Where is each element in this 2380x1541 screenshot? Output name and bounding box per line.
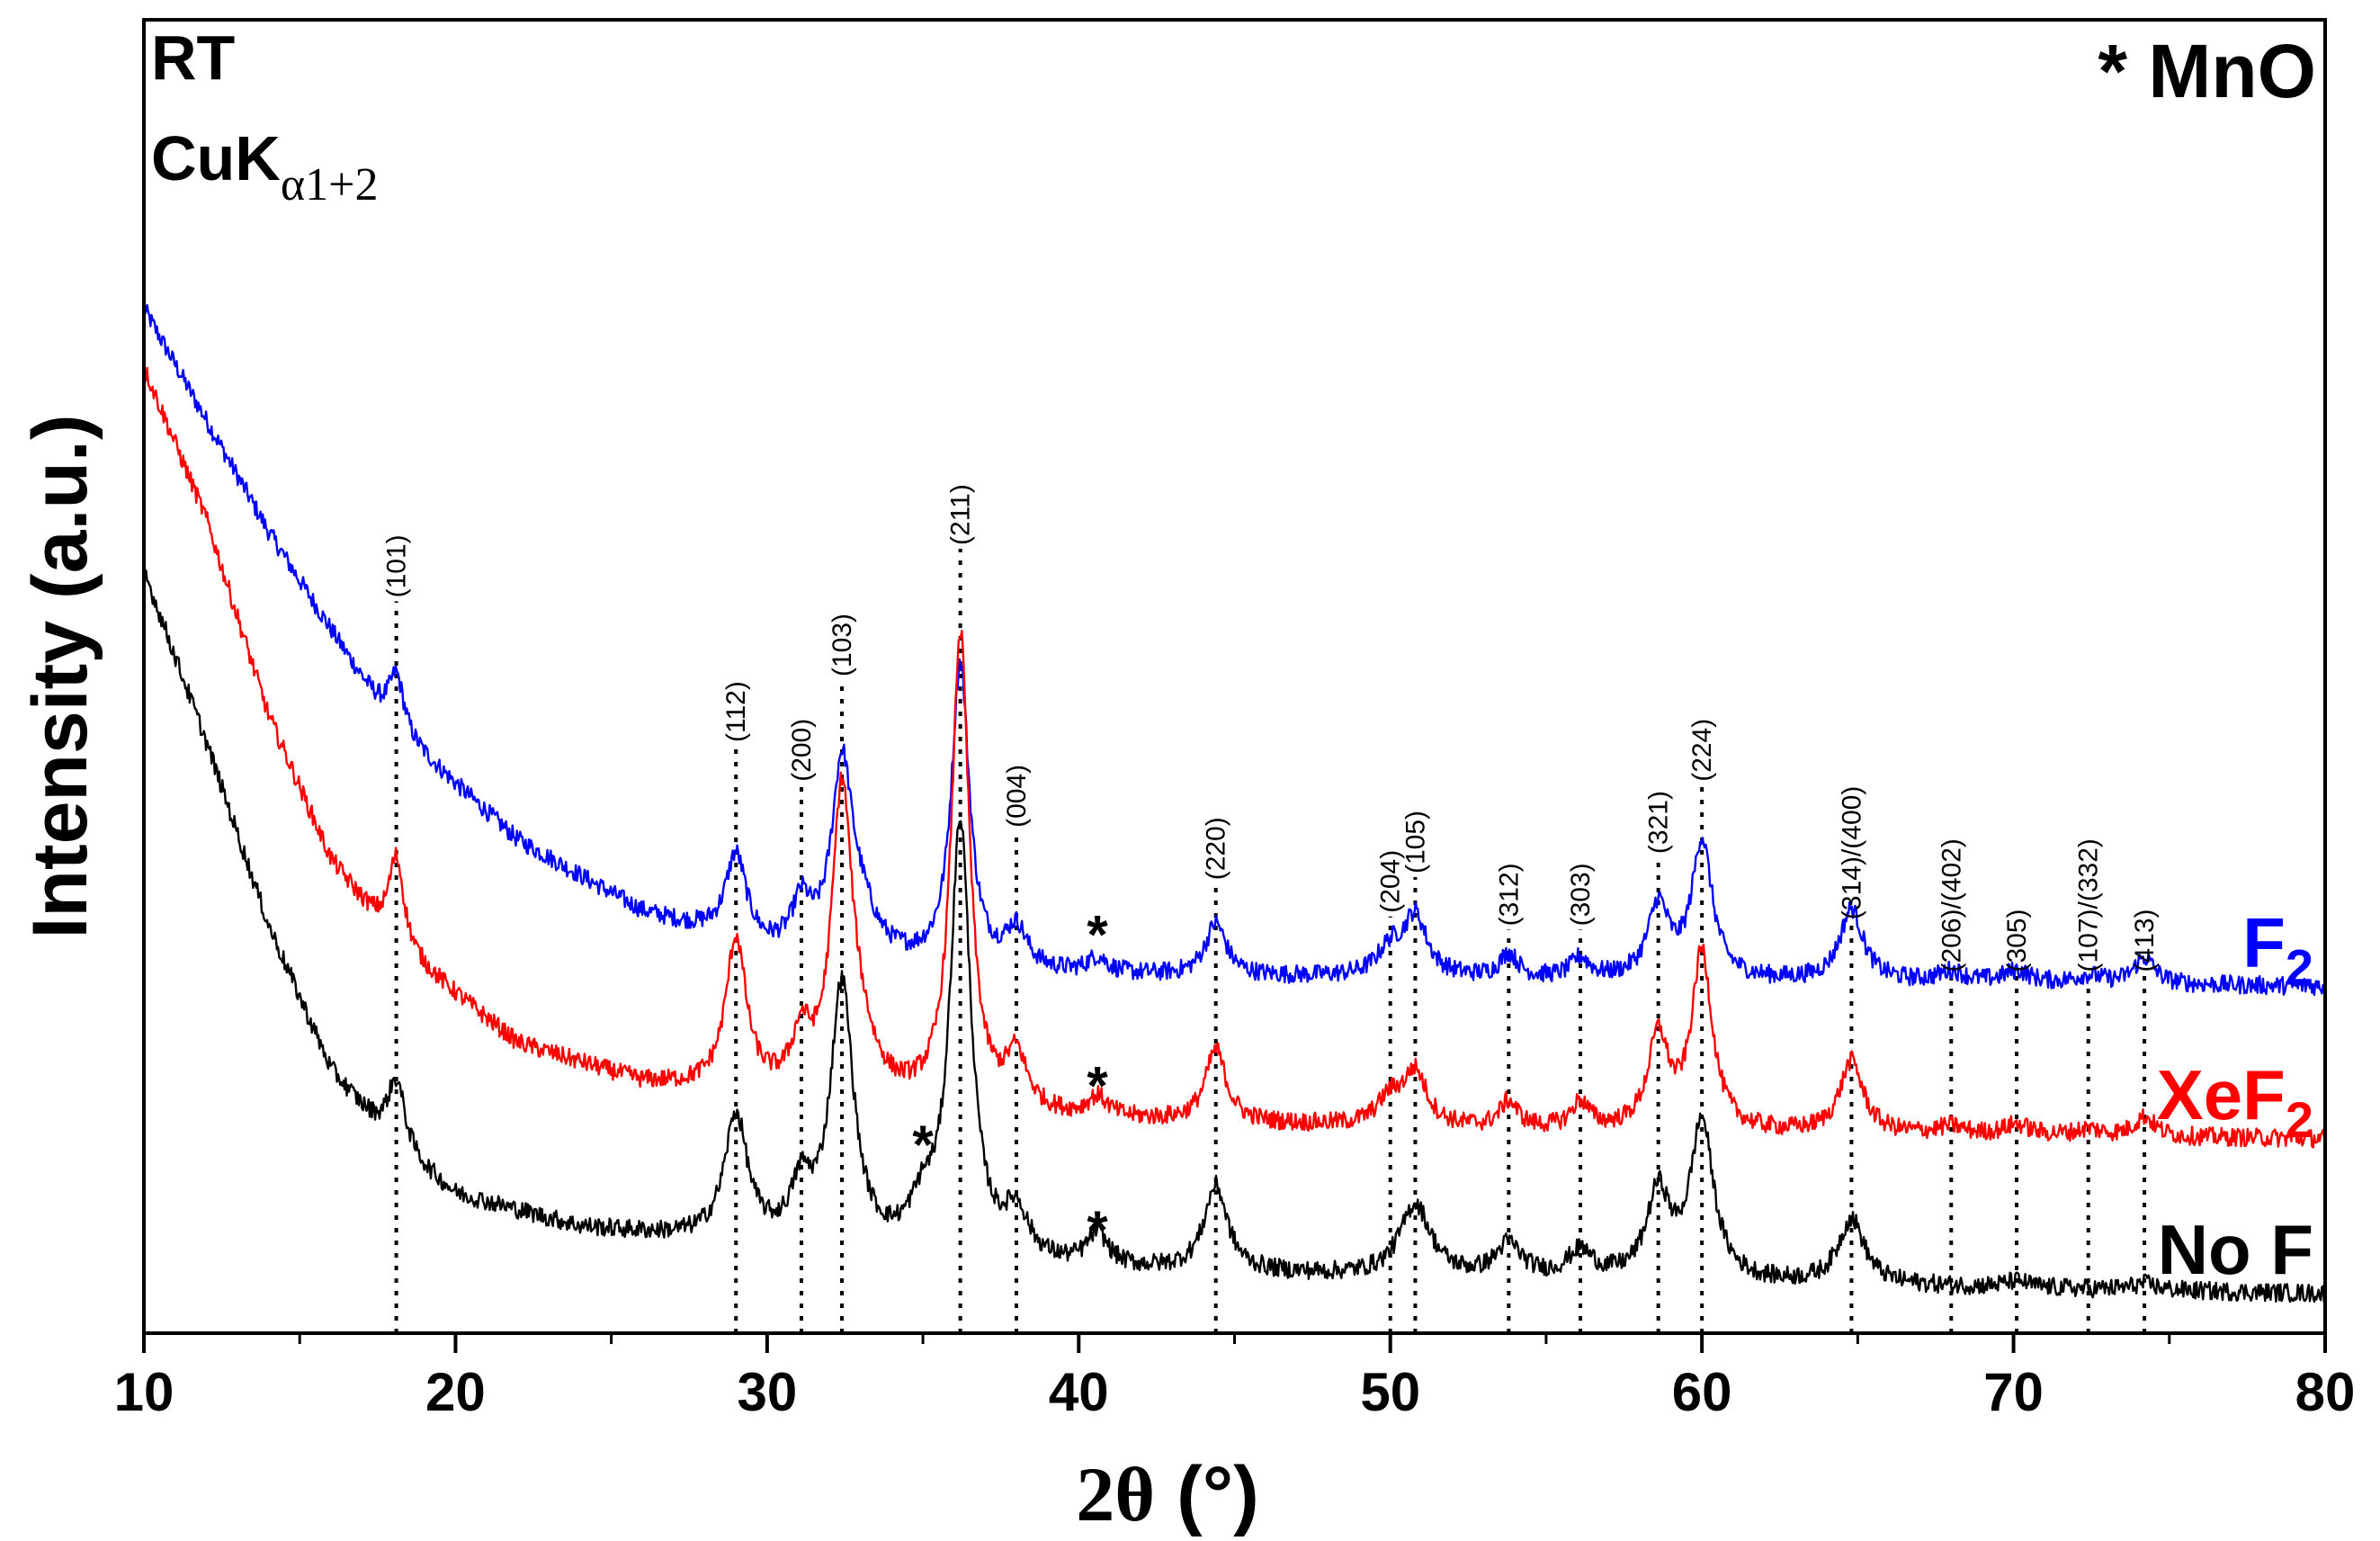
y-axis-label: Intensity (a.u.): [17, 415, 103, 939]
reflection-label-12: (224): [1687, 719, 1717, 782]
reflection-label-11: (321): [1644, 791, 1674, 854]
legend-label-0: F2: [2242, 903, 2313, 996]
reflection-label-5: (004): [1002, 765, 1032, 828]
reflection-label-8: (105): [1400, 811, 1430, 874]
series-line-0: [144, 304, 2325, 997]
reflection-label-16: (107)/(332): [2074, 838, 2104, 972]
mno-marker-2: *: [1087, 1200, 1108, 1260]
reflection-label-13: (314)/(400): [1837, 786, 1866, 919]
x-tick-label-6: 70: [1983, 1362, 2044, 1422]
mno-marker-3: *: [912, 1115, 934, 1175]
reflection-label-0: (101): [382, 534, 412, 597]
x-tick-label-0: 10: [114, 1362, 174, 1422]
reflection-label-15: (305): [2002, 909, 2032, 972]
x-axis-label: 2θ (°): [1076, 1451, 1258, 1537]
reflection-labels: (101) (112) (200) (103) (211) (004) (220) (204)…: [382, 484, 2160, 972]
x-tick-label-3: 40: [1049, 1362, 1109, 1422]
mno-marker-1: *: [1087, 1055, 1108, 1115]
series-layer: [144, 304, 2325, 1304]
x-tick-label-1: 20: [425, 1362, 486, 1422]
reflection-label-7: (204): [1376, 850, 1406, 913]
annotation-radiation: CuKα1+2: [151, 123, 378, 211]
mno-markers: * * * *: [912, 904, 1108, 1260]
annotation-rt: RT: [151, 22, 235, 93]
reflection-label-4: (211): [946, 484, 976, 545]
mno-legend: * MnO: [2098, 29, 2316, 113]
reflection-label-14: (206)/(402): [1937, 838, 1966, 972]
legend-label-1: XeF2: [2157, 1055, 2313, 1148]
annotation-radiation-sub: α1+2: [281, 159, 379, 211]
x-tick-label-5: 60: [1672, 1362, 1732, 1422]
x-tick-label-2: 30: [737, 1362, 797, 1422]
series-legend: F2 XeF2 No F: [2157, 903, 2313, 1290]
reflection-label-6: (220): [1202, 817, 1231, 880]
mno-marker-0: *: [1087, 904, 1108, 964]
reflection-label-3: (103): [828, 614, 857, 676]
reflection-label-17: (413): [2130, 909, 2160, 972]
reflection-label-2: (200): [787, 719, 817, 782]
reflection-lines: [394, 549, 2147, 1333]
series-line-2: [144, 562, 2325, 1304]
reflection-label-1: (112): [721, 681, 751, 742]
x-tick-label-4: 50: [1360, 1362, 1420, 1422]
x-tick-label-7: 80: [2295, 1362, 2356, 1422]
reflection-label-9: (312): [1494, 863, 1524, 926]
x-axis: 10 20 30 40 50 60 70 80: [114, 1333, 2356, 1422]
legend-label-2: No F: [2158, 1210, 2313, 1289]
series-line-1: [144, 366, 2325, 1149]
reflection-label-10: (303): [1566, 863, 1596, 926]
